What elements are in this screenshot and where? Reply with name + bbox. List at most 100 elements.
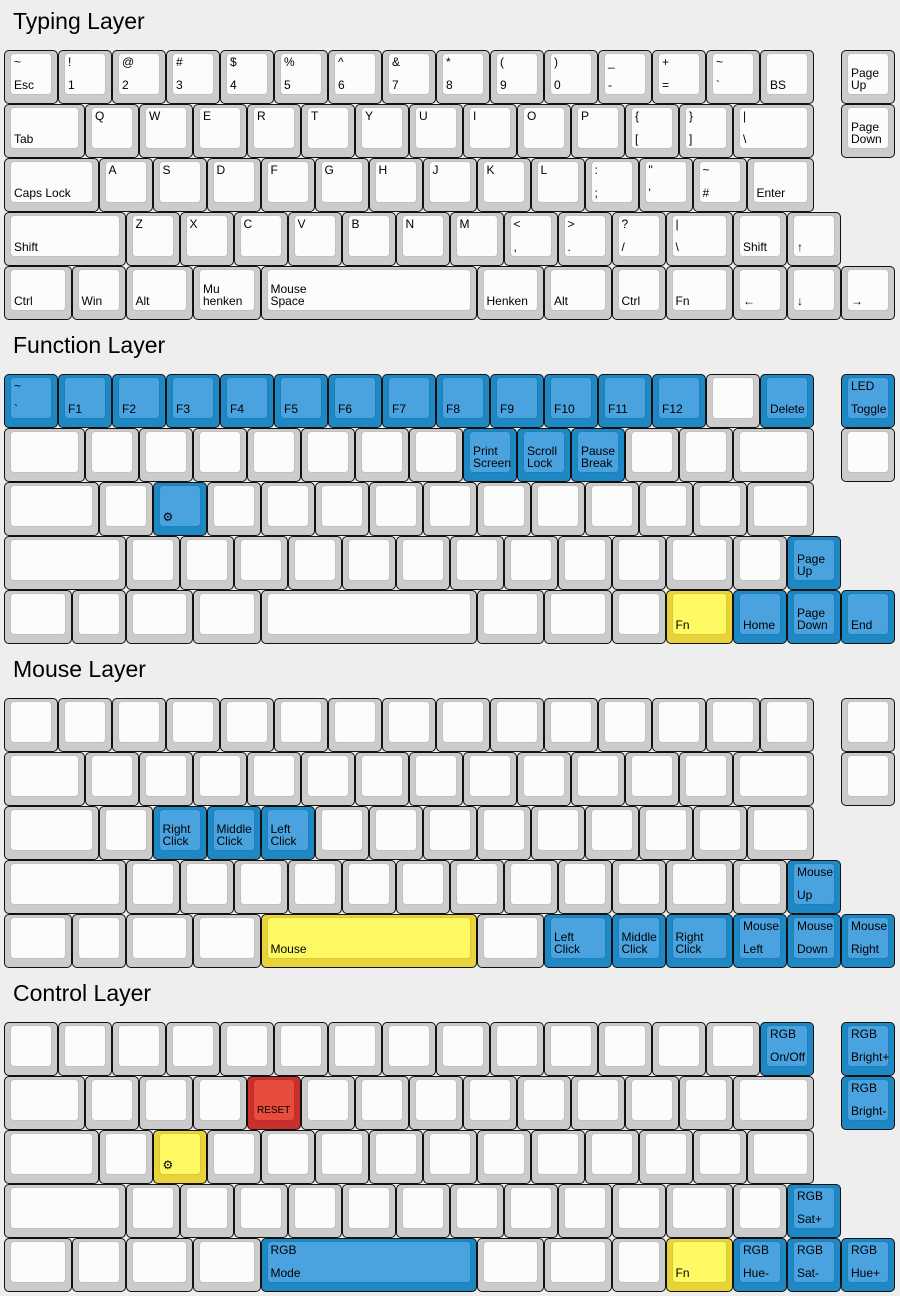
key-blank[interactable] — [449, 536, 504, 590]
key-blank[interactable] — [571, 1076, 625, 1130]
key-blank[interactable] — [733, 1184, 787, 1238]
key-blank[interactable] — [125, 914, 193, 968]
key-x[interactable]: X — [179, 212, 234, 266]
key-blank[interactable] — [733, 428, 814, 482]
key-blank[interactable] — [125, 1184, 180, 1238]
key-blank[interactable]: <, — [503, 212, 558, 266]
key-rgb-hue[interactable]: RGB Hue+ — [841, 1238, 895, 1292]
key-blank[interactable] — [314, 806, 369, 860]
key-left-click[interactable]: Left Click — [544, 914, 612, 968]
key-blank[interactable]: {[ — [625, 104, 679, 158]
key-blank[interactable] — [341, 860, 396, 914]
key-win[interactable]: Win — [71, 266, 126, 320]
key-blank[interactable] — [193, 752, 247, 806]
key-blank[interactable] — [233, 860, 288, 914]
key-rgb-bright[interactable]: RGB Bright- — [841, 1076, 895, 1130]
key-i[interactable]: I — [463, 104, 517, 158]
key-blank[interactable]: | \ — [733, 104, 814, 158]
key-f9[interactable]: F9 — [490, 374, 544, 428]
key-blank[interactable] — [220, 1022, 274, 1076]
key-blank[interactable]: ← — [733, 266, 787, 320]
key-blank[interactable] — [274, 698, 328, 752]
key-blank[interactable]: :; — [584, 158, 639, 212]
key-blank[interactable] — [733, 752, 814, 806]
key-blank[interactable] — [625, 428, 679, 482]
key-blank[interactable] — [625, 1076, 679, 1130]
key-blank[interactable] — [71, 590, 126, 644]
key-blank[interactable] — [112, 698, 166, 752]
key-blank[interactable] — [125, 1238, 193, 1292]
key-blank[interactable] — [139, 428, 193, 482]
key-blank[interactable] — [436, 1022, 490, 1076]
key-blank[interactable] — [341, 1184, 396, 1238]
key-blank[interactable] — [706, 374, 760, 428]
key-blank[interactable] — [4, 806, 99, 860]
key-e[interactable]: E — [193, 104, 247, 158]
key-ctrl[interactable]: Ctrl — [4, 266, 72, 320]
key-rgb-sat[interactable]: RGB Sat- — [787, 1238, 841, 1292]
key-blank[interactable] — [274, 1022, 328, 1076]
key-5[interactable]: % 5 — [274, 50, 328, 104]
key-blank[interactable] — [193, 914, 261, 968]
key-blank[interactable] — [98, 806, 153, 860]
key-mouse[interactable]: Mouse — [260, 914, 477, 968]
key-print-screen[interactable]: Print Screen — [463, 428, 517, 482]
key-blank[interactable] — [58, 698, 112, 752]
key-f[interactable]: F — [260, 158, 315, 212]
key-blank[interactable] — [692, 482, 747, 536]
key-blank[interactable] — [382, 698, 436, 752]
key-6[interactable]: ^ 6 — [328, 50, 382, 104]
key-blank[interactable] — [4, 1184, 126, 1238]
key-blank[interactable] — [544, 1022, 598, 1076]
key-blank[interactable] — [679, 428, 733, 482]
key-j[interactable]: J — [422, 158, 477, 212]
key-blank[interactable] — [436, 698, 490, 752]
key-rgb-hue[interactable]: RGB Hue- — [733, 1238, 787, 1292]
key-blank[interactable] — [287, 860, 342, 914]
key-y[interactable]: Y — [355, 104, 409, 158]
key-blank[interactable] — [530, 1130, 585, 1184]
key-ctrl[interactable]: Ctrl — [611, 266, 666, 320]
key-blank[interactable] — [395, 860, 450, 914]
key-f3[interactable]: F3 — [166, 374, 220, 428]
key-blank[interactable] — [611, 1238, 666, 1292]
key-enter[interactable]: Enter — [746, 158, 814, 212]
key-blank[interactable] — [125, 536, 180, 590]
key-blank[interactable] — [679, 1076, 733, 1130]
key-blank[interactable] — [112, 1022, 166, 1076]
key-k[interactable]: K — [476, 158, 531, 212]
key-blank[interactable]: ↓ — [787, 266, 841, 320]
key-fn[interactable]: Fn — [665, 1238, 733, 1292]
key-blank[interactable] — [328, 698, 382, 752]
key-g[interactable]: G — [314, 158, 369, 212]
key-blank[interactable] — [692, 806, 747, 860]
key-blank[interactable] — [409, 752, 463, 806]
key-blank[interactable] — [746, 1130, 814, 1184]
key-blank[interactable] — [706, 1022, 760, 1076]
key-blank[interactable] — [503, 536, 558, 590]
key-u[interactable]: U — [409, 104, 463, 158]
key-shift[interactable]: Shift — [4, 212, 126, 266]
key-blank[interactable] — [98, 482, 153, 536]
key-blank[interactable] — [139, 1076, 193, 1130]
key-blank[interactable] — [665, 536, 733, 590]
key-blank[interactable] — [4, 590, 72, 644]
key-mu-henken[interactable]: Mu henken — [193, 266, 261, 320]
key-w[interactable]: W — [139, 104, 193, 158]
key-blank[interactable] — [557, 1184, 612, 1238]
key-blank[interactable] — [733, 860, 787, 914]
key-blank[interactable]: | \ — [665, 212, 733, 266]
key-right-click[interactable]: Right Click — [665, 914, 733, 968]
key-blank[interactable] — [530, 482, 585, 536]
key-reset[interactable]: RESET — [247, 1076, 301, 1130]
key-blank[interactable] — [733, 1076, 814, 1130]
key-blank[interactable] — [301, 752, 355, 806]
key-f12[interactable]: F12 — [652, 374, 706, 428]
key-mouse-right[interactable]: Mouse Right — [841, 914, 895, 968]
key-blank[interactable] — [584, 482, 639, 536]
key-blank[interactable] — [4, 1238, 72, 1292]
key-q[interactable]: Q — [85, 104, 139, 158]
key-v[interactable]: V — [287, 212, 342, 266]
key-delete[interactable]: Delete — [760, 374, 814, 428]
key-a[interactable]: A — [98, 158, 153, 212]
